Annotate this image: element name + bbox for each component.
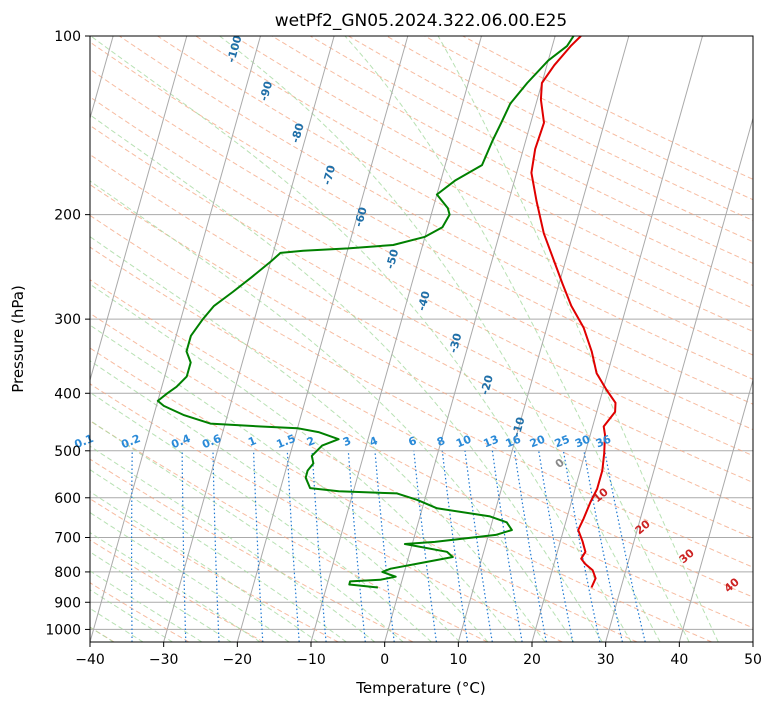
mixing-ratio-label: 8 — [435, 434, 447, 449]
x-tick-label: 0 — [380, 652, 389, 668]
x-tick-label: −30 — [149, 652, 179, 668]
mixing-ratio-label: 0.4 — [169, 432, 192, 451]
isotherm-label: -30 — [447, 331, 465, 354]
isotherm-line — [237, 36, 407, 642]
mixing-ratio-label: 36 — [594, 433, 613, 451]
x-tick-label: 40 — [670, 652, 688, 668]
x-tick-label: 20 — [523, 652, 541, 668]
y-tick-label: 600 — [54, 491, 81, 507]
moist-adiabat-line — [0, 36, 460, 642]
mixing-ratio-line — [375, 451, 394, 642]
background-lines — [0, 36, 775, 642]
series-dewpoint-line — [158, 36, 574, 588]
isotherm-line — [679, 36, 775, 642]
x-axis-ticks: −40 −30 −20 −10 0 10 20 30 40 50 — [75, 642, 762, 668]
mixing-ratio-label: 25 — [553, 433, 572, 451]
moist-adiabat-line — [91, 36, 632, 642]
y-tick-label: 700 — [54, 531, 81, 547]
dry-adiabat-line — [425, 36, 775, 642]
moist-adiabat-line — [0, 36, 202, 642]
y-tick-label: 400 — [54, 386, 81, 402]
dry-adiabat-line — [81, 36, 775, 642]
dry-adiabat-line — [463, 36, 775, 642]
chart-title: wetPf2_GN05.2024.322.06.00.E25 — [275, 11, 567, 31]
isotherm-label: -100 — [225, 34, 245, 64]
mixing-ratio-label: 13 — [482, 433, 501, 451]
isotherm-line — [385, 36, 555, 642]
mixing-ratio-label: 30 — [573, 433, 592, 451]
y-axis-label: Pressure (hPa) — [9, 285, 27, 393]
dry-adiabat-line — [0, 36, 413, 642]
dry-adiabat-line — [43, 36, 775, 642]
mixing-ratio-line — [442, 451, 467, 642]
dry-adiabat-line — [0, 36, 264, 642]
mixing-ratio-line — [287, 451, 299, 642]
mixing-ratio-label: 1.5 — [275, 432, 298, 451]
mixing-ratio-label: 0.2 — [119, 432, 142, 451]
mixing-ratio-line — [82, 451, 86, 642]
dry-adiabat-line — [348, 36, 775, 642]
mixing-ratio-line — [254, 451, 263, 642]
mixing-ratio-line — [584, 451, 623, 642]
mixing-ratio-label: 0.6 — [200, 432, 223, 451]
mixing-ratio-label: 4 — [368, 434, 380, 449]
dry-adiabat-line — [0, 36, 637, 642]
moist-adiabat-line — [0, 36, 574, 642]
moist-adiabat-line — [0, 36, 289, 642]
mixing-ratio-label: 1 — [246, 434, 258, 449]
y-tick-label: 200 — [54, 208, 81, 224]
moist-adiabat-label: 40 — [722, 575, 742, 595]
mixing-ratio-label: 6 — [406, 434, 418, 449]
moist-adiabat-line — [0, 36, 318, 642]
mixing-ratio-line — [132, 451, 133, 642]
mixing-ratio-line — [605, 451, 646, 642]
dry-adiabat-line — [0, 36, 189, 642]
y-tick-label: 300 — [54, 312, 81, 328]
mixing-ratio-label: 20 — [528, 433, 547, 451]
isotherm-line — [16, 36, 186, 642]
isotherm-label: -60 — [352, 205, 370, 228]
moist-adiabat-line — [0, 36, 375, 642]
line-labels: -100-90-80-70-60-50-40-30-20-100.1 0.2 0.4… — [73, 34, 743, 596]
y-tick-label: 800 — [54, 565, 81, 581]
dry-adiabat-line — [234, 36, 775, 642]
mixing-ratio-label: 10 — [454, 433, 473, 451]
isotherm-label: -80 — [289, 121, 307, 144]
dry-adiabat-line — [0, 36, 338, 642]
isotherm-label: -40 — [415, 289, 433, 312]
isotherm-label: -70 — [320, 163, 338, 186]
x-tick-label: −10 — [296, 652, 326, 668]
y-tick-label: 900 — [54, 595, 81, 611]
y-axis-ticks: 100 200 300 400 500 600 700 800 900 1000 — [45, 29, 90, 638]
series-temperature-line — [531, 36, 615, 588]
x-axis-label: Temperature (°C) — [355, 679, 485, 697]
dry-adiabat-line — [5, 36, 775, 642]
y-tick-label: 1000 — [45, 622, 81, 638]
mixing-ratio-line — [539, 451, 573, 642]
mixing-ratio-line — [492, 451, 522, 642]
y-tick-label: 100 — [54, 29, 81, 45]
x-tick-label: 50 — [744, 652, 762, 668]
moist-adiabat-line — [0, 36, 403, 642]
moist-adiabat-label: 30 — [677, 546, 697, 566]
x-tick-label: −20 — [223, 652, 253, 668]
moist-adiabat-line — [0, 36, 488, 642]
isotherm-line — [753, 36, 775, 642]
sounding-profiles — [158, 36, 616, 588]
x-tick-label: −40 — [75, 652, 105, 668]
x-tick-label: 10 — [449, 652, 467, 668]
dry-adiabat-line — [272, 36, 775, 642]
isotherm-label: -90 — [257, 79, 275, 102]
y-tick-label: 500 — [54, 444, 81, 460]
mixing-ratio-line — [563, 451, 600, 642]
x-tick-label: 30 — [597, 652, 615, 668]
